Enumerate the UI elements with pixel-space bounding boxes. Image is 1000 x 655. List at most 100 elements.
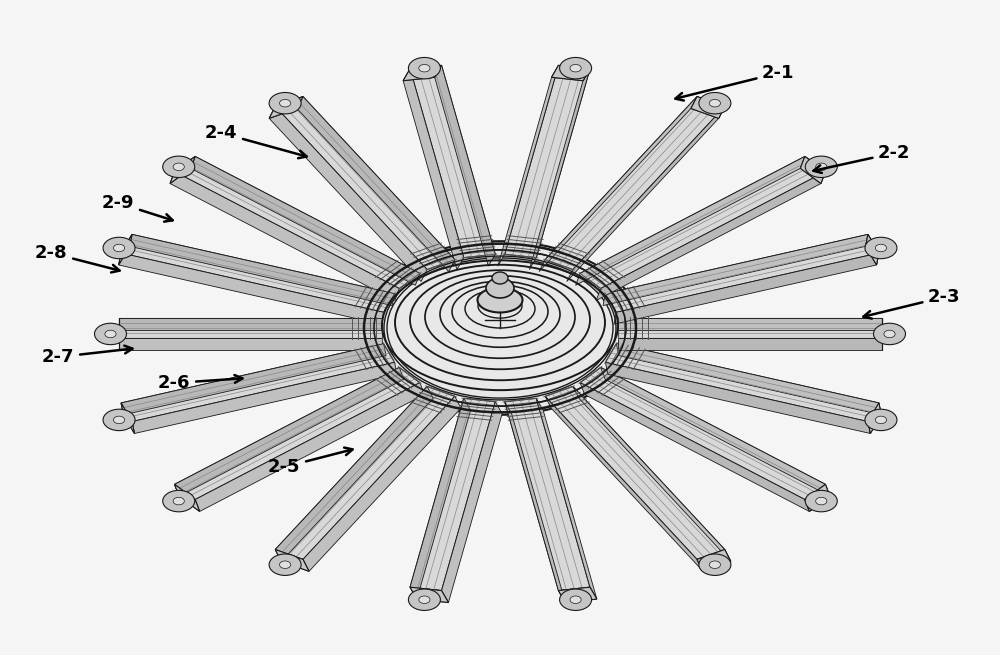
Polygon shape [805,484,830,512]
Ellipse shape [163,156,195,178]
Polygon shape [269,107,427,282]
Text: 2-6: 2-6 [158,374,242,392]
Polygon shape [866,234,879,265]
Polygon shape [403,69,464,270]
Polygon shape [545,396,703,571]
Ellipse shape [419,64,430,72]
Polygon shape [410,398,495,591]
Ellipse shape [875,244,887,252]
Polygon shape [119,338,382,350]
Polygon shape [121,344,395,422]
Polygon shape [175,367,404,496]
Ellipse shape [163,491,195,512]
Polygon shape [552,66,590,81]
Polygon shape [618,338,882,350]
Ellipse shape [280,561,291,569]
Polygon shape [545,96,725,270]
Ellipse shape [570,64,581,72]
Ellipse shape [113,416,125,424]
Polygon shape [303,396,461,571]
Ellipse shape [103,409,135,430]
Text: 2-8: 2-8 [35,244,120,272]
Text: 2-1: 2-1 [675,64,794,100]
Polygon shape [410,587,448,603]
Ellipse shape [173,497,184,505]
Ellipse shape [560,589,592,610]
Polygon shape [275,386,433,561]
Ellipse shape [173,163,184,170]
Polygon shape [605,234,879,312]
Polygon shape [130,234,395,305]
Polygon shape [618,318,882,338]
Ellipse shape [884,330,895,338]
Polygon shape [576,157,805,286]
Polygon shape [567,107,725,282]
Polygon shape [410,587,448,603]
Ellipse shape [709,561,720,569]
Text: 2-3: 2-3 [863,288,960,318]
Polygon shape [580,367,825,500]
Ellipse shape [805,491,837,512]
Polygon shape [275,96,455,270]
Polygon shape [269,96,303,119]
Polygon shape [868,403,881,434]
Polygon shape [529,69,590,270]
Polygon shape [269,96,303,119]
Ellipse shape [360,241,640,415]
Polygon shape [297,96,455,272]
Polygon shape [275,550,309,571]
Polygon shape [800,157,825,183]
Polygon shape [805,484,830,512]
Polygon shape [121,344,386,415]
Text: 2-5: 2-5 [268,447,353,476]
Polygon shape [170,157,195,183]
Ellipse shape [699,554,731,576]
Polygon shape [558,587,597,603]
Polygon shape [119,253,384,324]
Polygon shape [121,234,395,312]
Polygon shape [175,367,420,500]
Ellipse shape [816,163,827,170]
Polygon shape [573,386,731,561]
Ellipse shape [709,100,720,107]
Polygon shape [868,403,881,434]
Polygon shape [545,386,725,559]
Text: 2-9: 2-9 [102,194,173,221]
Polygon shape [275,550,309,571]
Polygon shape [614,253,879,324]
Polygon shape [558,587,597,603]
Text: 2-7: 2-7 [42,346,132,366]
Text: 2-2: 2-2 [813,144,910,173]
Polygon shape [800,157,825,183]
Text: 2-4: 2-4 [205,124,307,159]
Polygon shape [603,234,868,305]
Polygon shape [505,398,590,591]
Polygon shape [191,157,420,286]
Ellipse shape [269,554,301,576]
Polygon shape [175,484,200,512]
Polygon shape [119,318,382,330]
Ellipse shape [699,92,731,114]
Polygon shape [505,66,590,257]
Polygon shape [616,344,881,415]
Ellipse shape [408,58,440,79]
Ellipse shape [269,92,301,114]
Polygon shape [410,66,495,257]
Polygon shape [596,172,825,301]
Polygon shape [121,403,134,434]
Ellipse shape [874,323,906,345]
Ellipse shape [570,596,581,603]
Ellipse shape [875,416,887,424]
Polygon shape [175,484,200,512]
Polygon shape [170,172,399,301]
Polygon shape [498,66,558,266]
Ellipse shape [486,278,514,298]
Polygon shape [618,318,882,330]
Polygon shape [605,362,870,434]
Polygon shape [403,66,442,81]
Ellipse shape [113,244,125,252]
Polygon shape [132,362,397,434]
Ellipse shape [105,330,116,338]
Polygon shape [195,383,424,512]
Polygon shape [601,367,830,496]
